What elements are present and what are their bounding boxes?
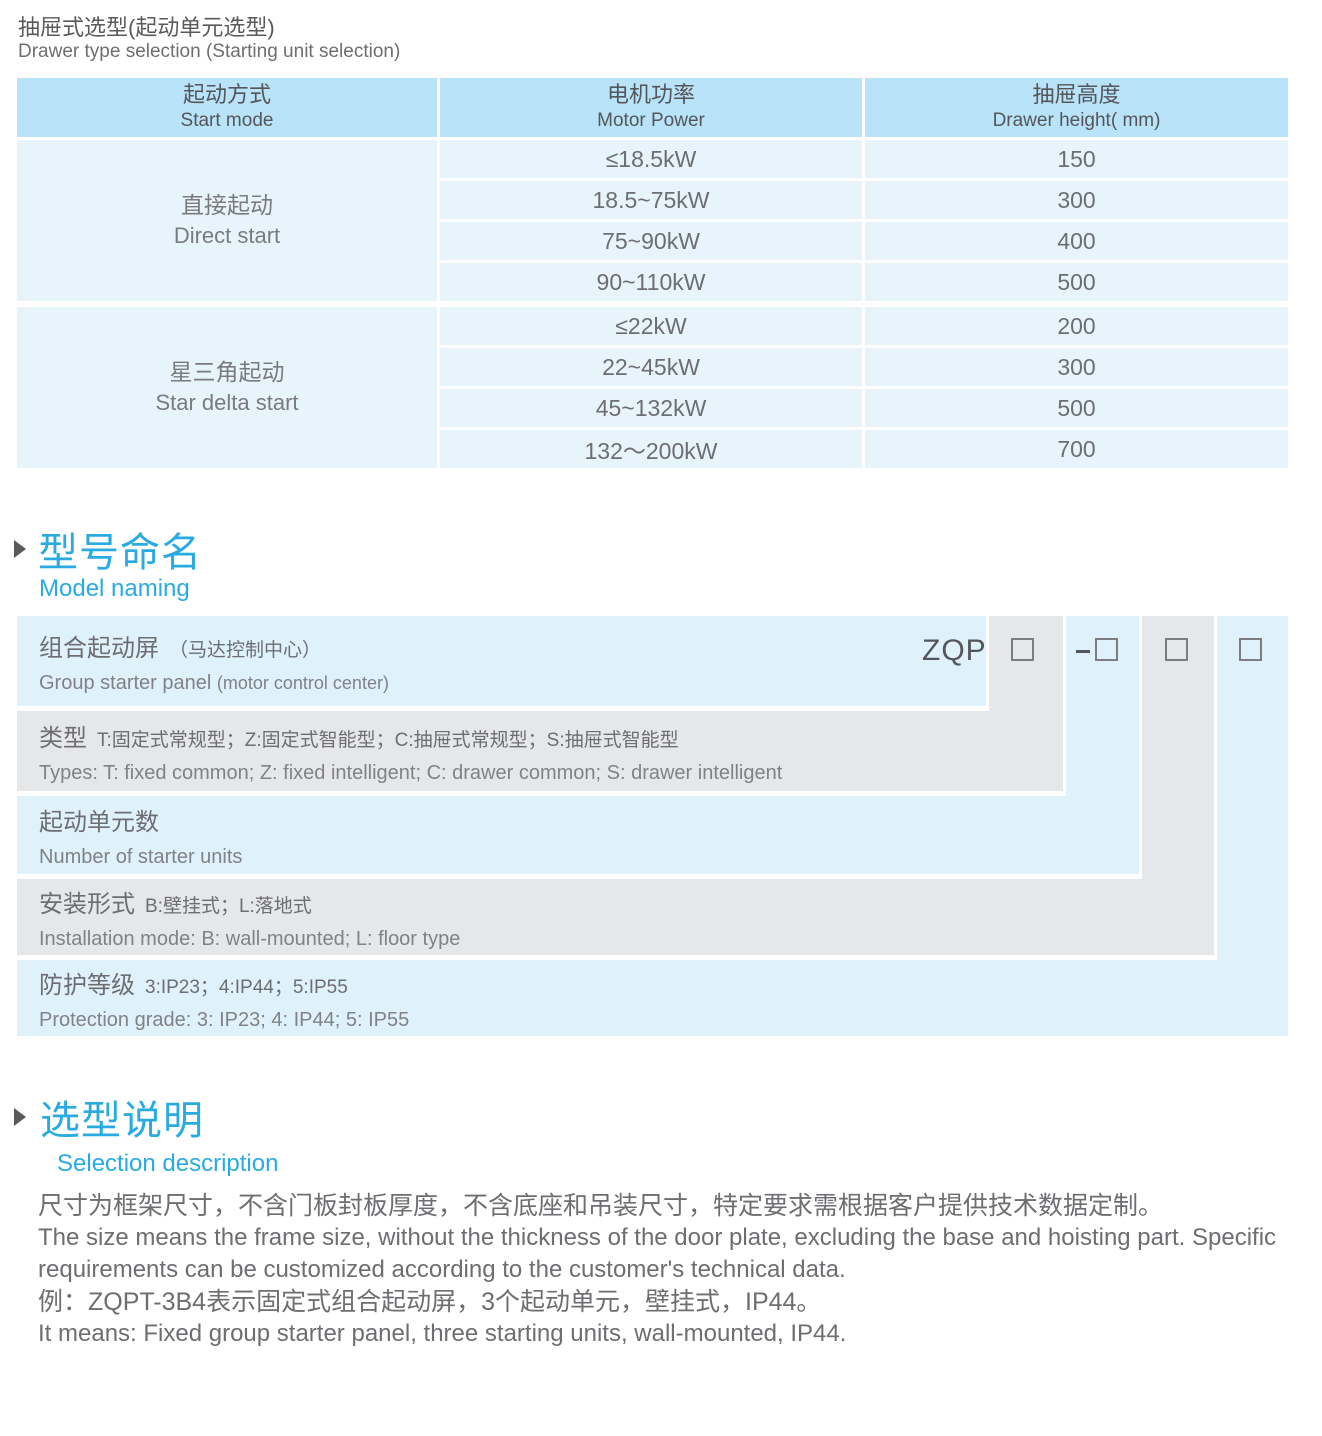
power-cell: ≤18.5kW bbox=[440, 140, 862, 178]
model-code-box-1 bbox=[1011, 638, 1034, 661]
power-cell: 75~90kW bbox=[440, 222, 862, 260]
page-title-zh: 抽屉式选型(起动单元选型) bbox=[18, 15, 275, 40]
drawer-selection-table: 起动方式 Start mode 电机功率 Motor Power 抽屉高度 Dr… bbox=[17, 78, 1288, 468]
description-line-en: The size means the frame size, without t… bbox=[38, 1224, 1277, 1283]
row-label-zh: 类型 bbox=[39, 724, 87, 752]
power-cell: 90~110kW bbox=[440, 263, 862, 301]
power-cell: 132～200kW bbox=[440, 430, 862, 468]
section-subtitle-model-naming: Model naming bbox=[39, 575, 190, 602]
height-cell: 200 bbox=[865, 307, 1288, 345]
column-header-en: Start mode bbox=[180, 110, 274, 132]
model-row-types: 类型 T:固定式常规型；Z:固定式智能型；C:抽屉式常规型；S:抽屉式智能型 Ty… bbox=[17, 711, 1063, 791]
example-line-en: It means: Fixed group starter panel, thr… bbox=[38, 1320, 847, 1347]
height-cell: 300 bbox=[865, 181, 1288, 219]
column-header-en: Motor Power bbox=[597, 110, 705, 132]
row-note-zh: T:固定式常规型；Z:固定式智能型；C:抽屉式常规型；S:抽屉式智能型 bbox=[97, 729, 679, 751]
height-cell: 400 bbox=[865, 222, 1288, 260]
height-cell: 150 bbox=[865, 140, 1288, 178]
row-label-zh: 组合起动屏 bbox=[39, 634, 159, 662]
row-note-zh: B:壁挂式；L:落地式 bbox=[145, 895, 312, 917]
section-arrow-icon bbox=[14, 1108, 26, 1126]
section-subtitle-selection-description: Selection description bbox=[57, 1150, 279, 1177]
start-mode-zh: 直接起动 bbox=[181, 192, 273, 219]
column-header-zh: 抽屉高度 bbox=[1032, 81, 1121, 107]
page-title-en: Drawer type selection (Starting unit sel… bbox=[18, 41, 401, 62]
example-line-zh: 例：ZQPT-3B4表示固定式组合起动屏，3个起动单元，壁挂式，IP44。 bbox=[38, 1288, 822, 1316]
row-note-zh: 3:IP23；4:IP44；5:IP55 bbox=[145, 976, 348, 998]
power-cell: 22~45kW bbox=[440, 348, 862, 386]
model-code-box-3 bbox=[1165, 638, 1188, 661]
row-label-zh: 安装形式 bbox=[39, 890, 135, 918]
model-row-group-starter-panel: 组合起动屏 （马达控制中心） Group starter panel (motor… bbox=[17, 616, 986, 706]
power-cell: 45~132kW bbox=[440, 389, 862, 427]
row-label-en: Types: T: fixed common; Z: fixed intelli… bbox=[39, 761, 783, 784]
start-mode-en: Star delta start bbox=[155, 390, 299, 416]
section-arrow-icon bbox=[14, 540, 26, 558]
model-code-dash bbox=[1076, 650, 1090, 653]
column-header-start-mode: 起动方式 Start mode bbox=[17, 78, 437, 137]
row-note-zh: （马达控制中心） bbox=[169, 639, 322, 661]
start-mode-en: Direct start bbox=[173, 223, 281, 249]
model-row-starter-units: 起动单元数 Number of starter units bbox=[17, 796, 1139, 874]
row-label-en: Protection grade: 3: IP23; 4: IP44; 5: I… bbox=[39, 1008, 410, 1031]
model-code-prefix: ZQP bbox=[922, 634, 987, 667]
group-cell-star-delta-start: 星三角起动 Star delta start bbox=[17, 307, 437, 468]
height-cell: 300 bbox=[865, 348, 1288, 386]
start-mode-zh: 星三角起动 bbox=[169, 359, 285, 386]
column-header-zh: 电机功率 bbox=[606, 81, 695, 107]
power-cell: ≤22kW bbox=[440, 307, 862, 345]
model-code-box-2 bbox=[1095, 638, 1118, 661]
column-header-zh: 起动方式 bbox=[182, 81, 271, 107]
section-title-model-naming: 型号命名 bbox=[38, 531, 202, 575]
section-title-selection-description: 选型说明 bbox=[40, 1099, 204, 1143]
row-note-en: (motor control center) bbox=[216, 672, 389, 693]
row-label-en: Number of starter units bbox=[39, 845, 243, 868]
column-header-drawer-height: 抽屉高度 Drawer height( mm) bbox=[865, 78, 1288, 137]
row-label-zh: 起动单元数 bbox=[39, 808, 159, 836]
power-cell: 18.5~75kW bbox=[440, 181, 862, 219]
row-label-en: Installation mode: B: wall-mounted; L: f… bbox=[39, 927, 461, 950]
column-header-motor-power: 电机功率 Motor Power bbox=[440, 78, 862, 137]
height-cell: 500 bbox=[865, 389, 1288, 427]
model-row-protection-grade: 防护等级 3:IP23；4:IP44；5:IP55 Protection grad… bbox=[17, 960, 1288, 1036]
group-cell-direct-start: 直接起动 Direct start bbox=[17, 140, 437, 301]
height-cell: 500 bbox=[865, 263, 1288, 301]
column-header-en: Drawer height( mm) bbox=[992, 110, 1161, 132]
row-label-zh: 防护等级 bbox=[39, 971, 135, 999]
model-code-box-4 bbox=[1239, 638, 1262, 661]
height-cell: 700 bbox=[865, 430, 1288, 468]
model-row-installation-mode: 安装形式 B:壁挂式；L:落地式 Installation mode: B: wa… bbox=[17, 879, 1214, 955]
description-line-zh: 尺寸为框架尺寸，不含门板封板厚度，不含底座和吊装尺寸，特定要求需根据客户提供技术… bbox=[38, 1192, 1164, 1220]
selection-description-body: 尺寸为框架尺寸，不含门板封板厚度，不含底座和吊装尺寸，特定要求需根据客户提供技术… bbox=[38, 1190, 1290, 1350]
row-label-en: Group starter panel bbox=[39, 671, 212, 694]
